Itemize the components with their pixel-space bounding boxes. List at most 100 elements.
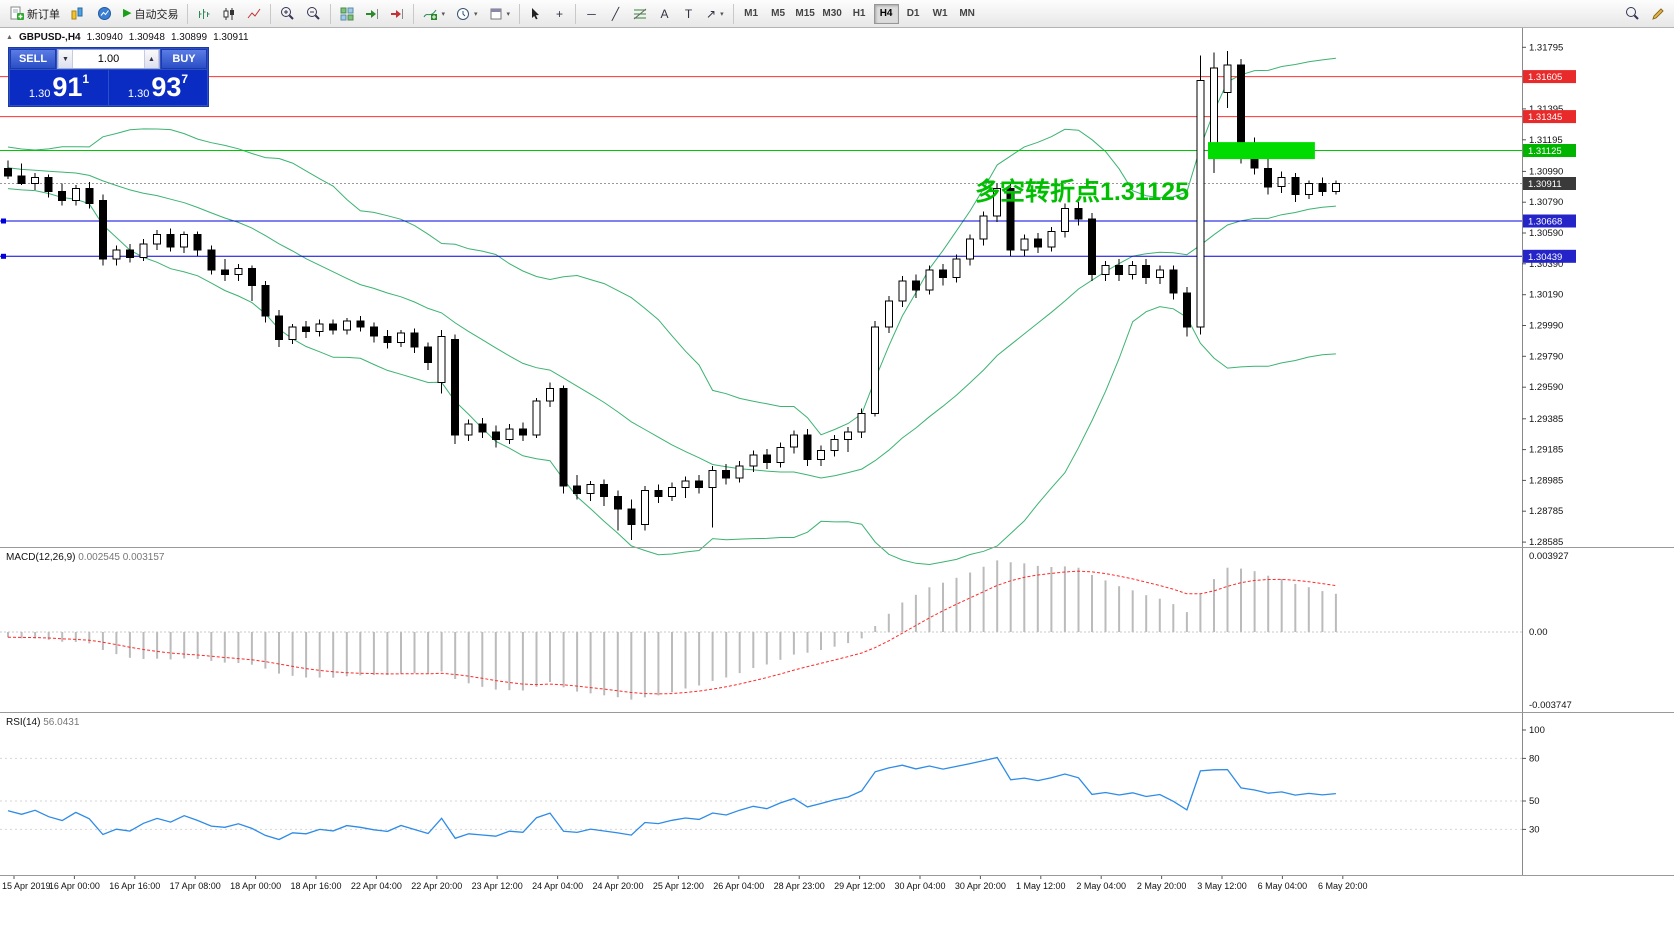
toolbar-separator [187, 3, 189, 24]
quick-edit-button[interactable] [1646, 3, 1670, 25]
new-order-button[interactable]: 新订单 [4, 3, 65, 25]
svg-text:22 Apr 04:00: 22 Apr 04:00 [351, 881, 402, 891]
zoom-in-button[interactable] [275, 3, 300, 25]
horizontal-line-icon: ─ [587, 6, 596, 21]
collapse-arrow-icon[interactable]: ▲ [6, 34, 13, 41]
symbol-label: GBPUSD-,H4 [18, 32, 81, 43]
pencil-icon [1652, 7, 1664, 20]
sell-button[interactable]: SELL [10, 49, 56, 69]
horizontal-line-button[interactable]: ─ [580, 3, 603, 25]
tile-windows-button[interactable] [335, 3, 359, 25]
buy-button[interactable]: BUY [161, 49, 207, 69]
svg-text:2 May 04:00: 2 May 04:00 [1076, 881, 1126, 891]
auto-scroll-icon [366, 8, 379, 19]
templates-icon [490, 8, 501, 19]
volume-increase-icon[interactable]: ▲ [144, 50, 159, 68]
timeframe-button-m30[interactable]: M30 [820, 4, 845, 24]
annotation-text[interactable]: 多空转折点1.31125 [975, 178, 1189, 206]
periods-clock-icon [456, 7, 469, 20]
timeframe-button-h4[interactable]: H4 [873, 3, 899, 24]
svg-text:1 May 12:00: 1 May 12:00 [1016, 881, 1066, 891]
svg-text:6 May 20:00: 6 May 20:00 [1318, 881, 1368, 891]
macd-histogram [7, 560, 1337, 700]
text-tool-icon: A [660, 6, 669, 21]
line-chart-button[interactable] [242, 3, 266, 25]
indicators-icon [424, 9, 438, 20]
fibonacci-icon [633, 8, 647, 19]
indicators-button[interactable]: ▾ [418, 3, 450, 25]
line-handle[interactable] [1, 218, 6, 224]
sell-price-prefix: 1.30 [28, 88, 51, 100]
fibonacci-button[interactable] [628, 3, 652, 25]
svg-text:1.29385: 1.29385 [1529, 414, 1563, 425]
templates-button[interactable]: ▾ [484, 3, 516, 25]
toolbar-separator [330, 3, 332, 24]
trendline-button[interactable]: ╱ [604, 3, 627, 25]
bar-chart-button[interactable] [192, 3, 216, 25]
sell-price-box[interactable]: 1.30 91 1 [10, 70, 108, 105]
price-tags: 1.31605 1.31345 1.31125 1.30911 1.30668 1.304… [1523, 70, 1576, 263]
open-value: 1.30940 [86, 32, 123, 43]
macd-label: MACD(12,26,9) 0.002545 0.003157 [6, 552, 165, 563]
timeframe-button-mn[interactable]: MN [955, 4, 980, 24]
timeframe-button-h1[interactable]: H1 [847, 4, 872, 24]
auto-trading-label: 自动交易 [134, 8, 179, 21]
candlestick-chart-button[interactable] [217, 3, 241, 25]
new-chart-button[interactable] [66, 3, 91, 25]
volume-value[interactable]: 1.00 [97, 53, 120, 65]
svg-text:22 Apr 20:00: 22 Apr 20:00 [411, 881, 462, 891]
timeframe-button-m1[interactable]: M1 [739, 4, 764, 24]
timeframe-button-m15[interactable]: M15 [793, 4, 818, 24]
new-chart-icon [71, 7, 83, 19]
svg-text:1.28585: 1.28585 [1529, 537, 1563, 548]
search-button[interactable] [1620, 3, 1645, 25]
timeframe-button-d1[interactable]: D1 [901, 4, 926, 24]
auto-scroll-button[interactable] [360, 3, 384, 25]
svg-text:6 May 04:00: 6 May 04:00 [1258, 881, 1308, 891]
svg-text:1.30190: 1.30190 [1529, 290, 1563, 301]
text-tool-button[interactable]: A [653, 3, 676, 25]
volume-spinner[interactable]: ▼ 1.00 ▲ [57, 49, 160, 69]
volume-decrease-icon[interactable]: ▼ [58, 50, 73, 68]
text-label-button[interactable]: T [677, 3, 700, 25]
svg-text:26 Apr 04:00: 26 Apr 04:00 [713, 881, 764, 891]
buy-price-pipette: 7 [181, 72, 189, 86]
arrows-tool-button[interactable]: ↗ ▾ [701, 3, 729, 25]
crosshair-button[interactable]: + [548, 3, 571, 25]
svg-text:1.31345: 1.31345 [1528, 112, 1562, 123]
close-value: 1.30911 [213, 32, 249, 43]
low-value: 1.30899 [170, 32, 208, 43]
svg-text:1.31125: 1.31125 [1528, 146, 1562, 157]
svg-text:1.30439: 1.30439 [1528, 252, 1562, 263]
timeframe-button-m5[interactable]: M5 [766, 4, 791, 24]
svg-text:50: 50 [1529, 796, 1540, 807]
sell-price-pipette: 1 [82, 72, 90, 86]
rsi-line [7, 756, 1336, 841]
line-handle[interactable] [1, 253, 6, 259]
cursor-button[interactable] [524, 3, 547, 25]
zoom-out-icon [307, 7, 321, 20]
cursor-icon [532, 8, 540, 20]
buy-price-box[interactable]: 1.30 93 7 [109, 70, 207, 105]
toolbar-separator [732, 3, 734, 24]
svg-text:1.30590: 1.30590 [1529, 228, 1563, 239]
profiles-button[interactable] [92, 3, 117, 25]
sell-price-main: 91 [52, 72, 83, 102]
text-label-icon: T [684, 6, 693, 21]
periods-button[interactable]: ▾ [451, 3, 483, 25]
chart-shift-icon [391, 8, 404, 19]
zoom-out-button[interactable] [301, 3, 326, 25]
zoom-in-icon [281, 7, 295, 20]
toolbar-separator [413, 3, 415, 24]
timeframe-button-w1[interactable]: W1 [928, 4, 953, 24]
svg-text:1.29590: 1.29590 [1529, 382, 1563, 393]
auto-trading-button[interactable]: ▶ 自动交易 [118, 3, 183, 25]
svg-text:80: 80 [1529, 753, 1540, 764]
profiles-icon [98, 7, 111, 20]
chart-shift-button[interactable] [385, 3, 409, 25]
highlight-rectangle[interactable] [1208, 142, 1315, 160]
svg-text:1.30990: 1.30990 [1529, 166, 1563, 177]
chart-canvas[interactable]: 1.317951.313951.311951.309901.307901.305… [0, 28, 1674, 948]
rsi-panel: RSI(14) 56.0431 100 80 50 30 [0, 717, 1545, 841]
